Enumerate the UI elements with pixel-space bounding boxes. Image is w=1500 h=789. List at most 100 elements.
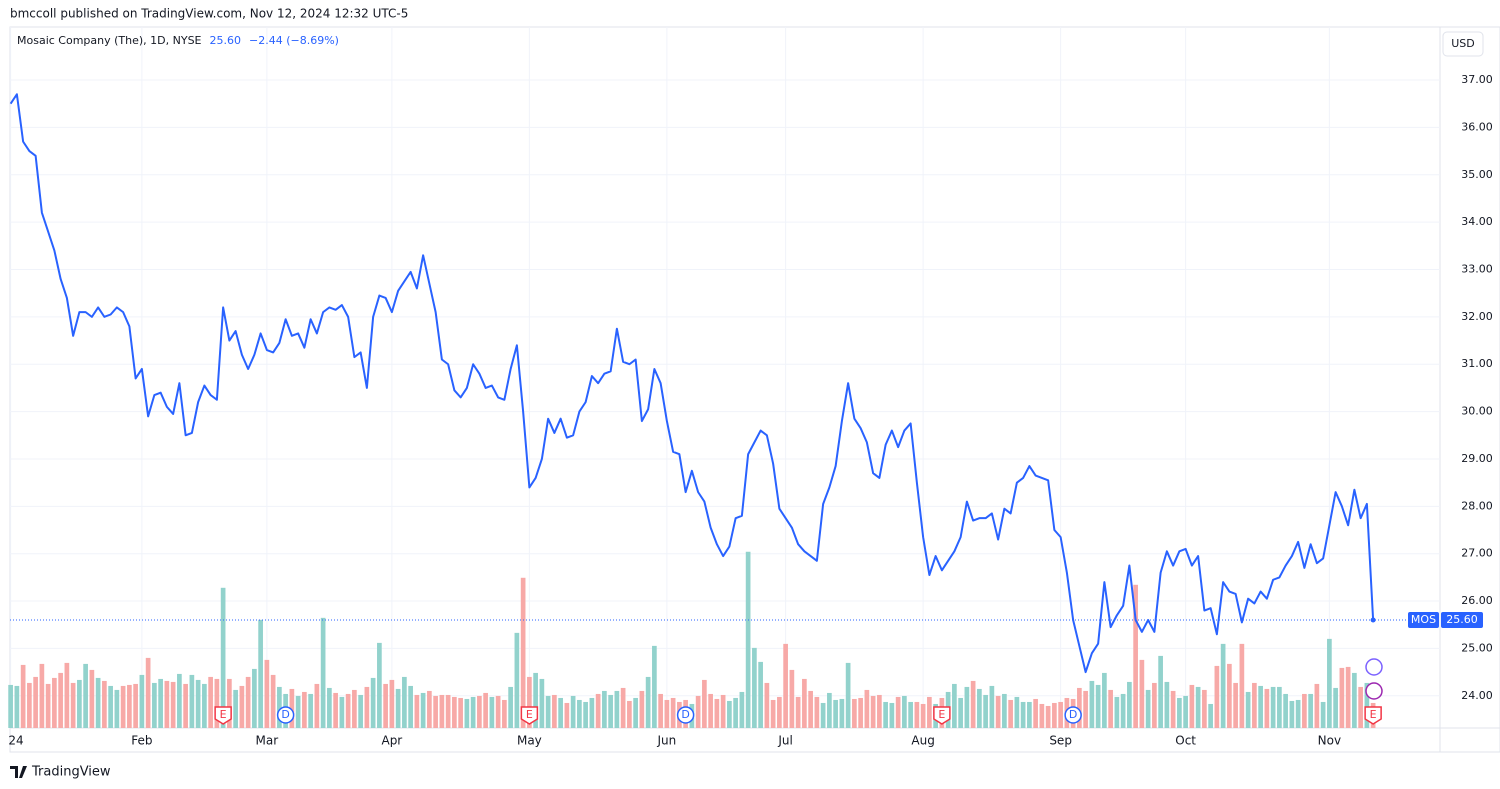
volume-bar	[1233, 682, 1238, 728]
volume-bar	[1220, 643, 1226, 728]
volume-bar	[502, 699, 507, 728]
event-label: E	[938, 708, 945, 721]
volume-bar	[739, 691, 745, 728]
volume-bar	[1352, 672, 1357, 728]
volume-bar	[827, 692, 832, 728]
volume-bar	[877, 694, 882, 728]
volume-bar	[1058, 701, 1063, 728]
volume-bar	[45, 683, 51, 728]
volume-bar	[1033, 698, 1038, 728]
volume-bar	[239, 685, 245, 728]
volume-bar	[1327, 638, 1332, 728]
icon[interactable]	[1365, 682, 1383, 700]
volume-bar	[914, 701, 920, 728]
volume-bar	[427, 690, 432, 728]
volume-bar	[789, 669, 795, 728]
volume-bar	[1152, 682, 1157, 728]
volume-bar	[1045, 705, 1051, 728]
volume-bar	[1314, 683, 1320, 728]
volume-bar	[108, 685, 113, 728]
price-line	[9, 93, 1375, 674]
volume-bar	[245, 676, 251, 728]
volume-bar	[558, 697, 563, 728]
volume-bar	[89, 669, 95, 728]
volume-bar	[508, 686, 513, 728]
volume-bar	[820, 702, 826, 728]
volume-bar	[858, 697, 863, 728]
volume-bar	[383, 683, 388, 728]
event-label: E	[526, 708, 533, 721]
volume-bar	[352, 689, 357, 728]
volume-bar	[495, 695, 501, 728]
volume-bar	[458, 697, 463, 728]
icon[interactable]	[1365, 658, 1383, 676]
frame	[9, 26, 1500, 753]
volume-bar	[845, 662, 851, 728]
volume-bar	[527, 676, 532, 728]
x-tick-label: Mar	[256, 734, 279, 748]
volume-bar	[439, 694, 445, 728]
event-label: E	[1370, 708, 1377, 721]
volume-bar	[183, 683, 188, 728]
volume-bar	[733, 697, 738, 728]
legend-title: Mosaic Company (The), 1D, NYSE	[17, 34, 202, 47]
volume-bar	[1133, 584, 1138, 728]
volume-bar	[1227, 663, 1232, 728]
volume-bar	[1183, 695, 1188, 728]
volume-bar	[1289, 700, 1295, 728]
volume-bar	[970, 680, 976, 728]
volume-bar	[1089, 680, 1095, 728]
volume-bar	[577, 699, 582, 728]
last-point	[1370, 617, 1376, 623]
volume-bar	[1208, 703, 1213, 728]
volume-bar	[20, 664, 26, 728]
y-tick-label: 28.00	[1461, 499, 1493, 512]
volume-bar	[514, 632, 520, 728]
volume-bar	[452, 696, 457, 728]
volume-bar	[552, 694, 557, 728]
volume-bar	[64, 662, 70, 728]
volume-bar	[777, 696, 782, 728]
volume-bar	[627, 700, 632, 728]
x-tick-label: Nov	[1318, 734, 1341, 748]
volume-bar	[270, 674, 276, 728]
currency-button[interactable]	[1442, 31, 1484, 57]
volume-bar	[477, 695, 482, 728]
volume-bar	[189, 674, 195, 728]
volume-bar	[470, 696, 476, 728]
volume-bar	[808, 690, 813, 728]
volume-bar	[377, 642, 382, 728]
volume-bar	[339, 696, 345, 728]
x-tick-label: 24	[8, 734, 23, 748]
currency[interactable]: USD	[1451, 37, 1475, 50]
volume-bar	[714, 698, 720, 728]
volume-bar	[208, 676, 213, 728]
logo-mark	[10, 766, 27, 778]
event-label: D	[681, 708, 689, 721]
volume-bar	[1170, 690, 1176, 728]
volume-bar	[720, 694, 726, 728]
volume-bar	[295, 695, 301, 728]
volume-bar	[1177, 697, 1182, 728]
y-tick-label: 32.00	[1461, 310, 1493, 323]
volume-bar	[327, 687, 332, 728]
volume-bar	[127, 684, 132, 728]
event-badge	[1064, 706, 1082, 724]
volume-bar	[764, 682, 770, 728]
volume-bar	[1277, 686, 1282, 728]
volume-bar	[70, 682, 76, 728]
y-tick-label: 25.00	[1461, 641, 1493, 654]
volume-bar	[614, 690, 620, 728]
volume-bar	[177, 673, 182, 728]
volume-bar	[139, 674, 145, 728]
volume-bar	[1320, 701, 1326, 728]
volume-bar	[708, 693, 713, 728]
volume-bar	[977, 688, 982, 728]
volume-bar	[589, 697, 595, 728]
logo: TradingView	[10, 765, 111, 780]
volume-bar	[1264, 688, 1270, 728]
axes: 24.00 25.00 26.00 27.00 28.00 29.00 30.00 31.00…	[8, 73, 1492, 747]
volume-bar	[277, 686, 282, 728]
volume-bar	[152, 682, 157, 728]
volume-bar	[995, 695, 1001, 728]
